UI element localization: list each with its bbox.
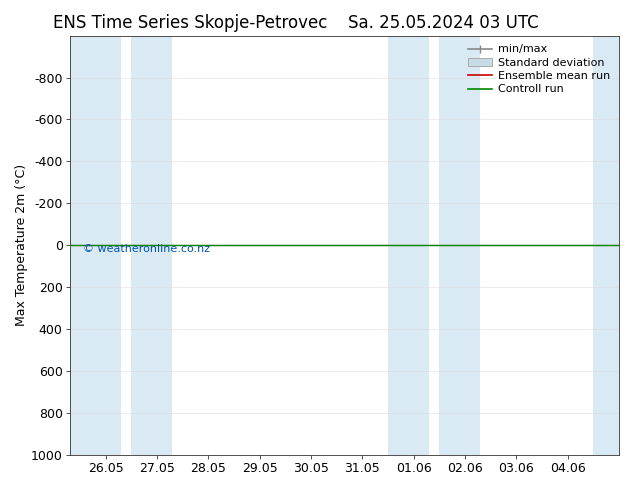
Bar (439, 36, 481, 455)
Bar (70, 36, 121, 455)
Bar (593, 36, 619, 455)
Bar (131, 36, 172, 455)
Bar (388, 36, 429, 455)
Text: ENS Time Series Skopje-Petrovec: ENS Time Series Skopje-Petrovec (53, 14, 327, 32)
Y-axis label: Max Temperature 2m (°C): Max Temperature 2m (°C) (15, 164, 28, 326)
Text: © weatheronline.co.nz: © weatheronline.co.nz (83, 244, 210, 254)
Legend: min/max, Standard deviation, Ensemble mean run, Controll run: min/max, Standard deviation, Ensemble me… (463, 40, 614, 99)
Text: Sa. 25.05.2024 03 UTC: Sa. 25.05.2024 03 UTC (349, 14, 539, 32)
